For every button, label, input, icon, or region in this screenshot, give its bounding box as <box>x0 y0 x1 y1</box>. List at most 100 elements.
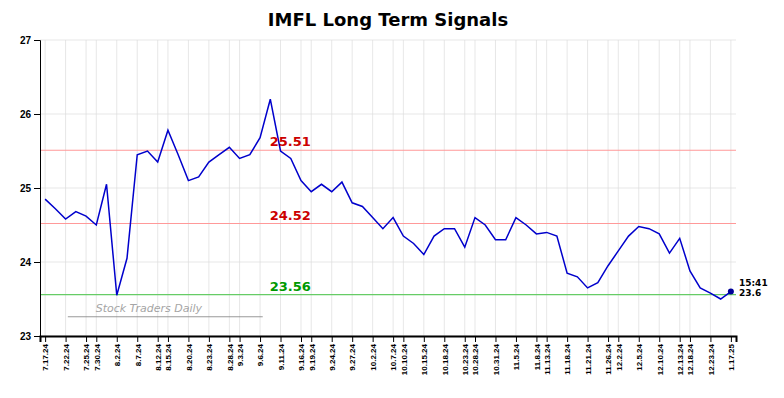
x-tick: 10.15.24 <box>420 336 429 375</box>
x-tick: 11.13.24 <box>543 336 552 375</box>
x-tick: 10.10.24 <box>400 336 409 375</box>
x-tick-label: 10.31.24 <box>492 343 501 375</box>
y-tick: 25 <box>20 183 40 194</box>
x-tick: 9.19.24 <box>308 336 317 371</box>
x-tick-label: 1.17.25 <box>727 343 736 370</box>
x-tick-mark <box>588 336 589 342</box>
x-tick-label: 11.18.24 <box>563 343 572 374</box>
x-tick: 8.2.24 <box>113 336 122 366</box>
x-tick-mark <box>567 336 568 342</box>
x-tick: 8.20.24 <box>185 336 194 371</box>
x-tick: 11.21.24 <box>584 336 593 375</box>
x-tick-mark <box>639 336 640 342</box>
y-tick-mark <box>34 336 40 337</box>
x-tick-label: 12.13.24 <box>676 343 685 375</box>
plot: 7.17.247.22.247.25.247.30.248.2.248.7.24… <box>20 35 768 375</box>
x-tick-mark <box>45 336 46 342</box>
x-tick: 1.17.25 <box>727 336 736 371</box>
x-tick: 7.30.24 <box>93 336 102 371</box>
x-grid-line <box>444 40 445 336</box>
x-tick-label: 9.11.24 <box>277 343 286 370</box>
x-grid-line <box>710 40 711 336</box>
x-tick-label: 8.20.24 <box>185 343 194 370</box>
x-tick-mark <box>260 336 261 342</box>
x-tick-label: 9.16.24 <box>297 343 306 370</box>
x-grid-line <box>567 40 568 336</box>
x-grid-line <box>515 40 516 336</box>
x-tick: 12.13.24 <box>676 336 685 375</box>
x-tick: 12.5.24 <box>635 336 644 371</box>
y-tick: 23 <box>20 331 40 342</box>
x-tick-label: 9.3.24 <box>236 343 245 366</box>
price-line <box>45 99 731 299</box>
x-grid-line <box>86 40 87 336</box>
x-tick: 7.22.24 <box>62 336 71 371</box>
x-axis-line <box>41 337 737 343</box>
x-tick-label: 7.17.24 <box>41 343 50 370</box>
x-grid-line <box>188 40 189 336</box>
x-tick: 10.23.24 <box>461 336 470 375</box>
y-tick-label: 26 <box>20 109 32 120</box>
x-tick: 11.8.24 <box>533 336 542 370</box>
x-tick: 10.31.24 <box>492 336 501 375</box>
x-tick-mark <box>618 336 619 342</box>
x-tick: 12.18.24 <box>686 336 695 375</box>
x-tick-mark <box>495 336 496 342</box>
x-tick-mark <box>209 336 210 342</box>
x-grid-line <box>352 40 353 336</box>
x-tick: 8.7.24 <box>134 336 143 366</box>
level-label: 25.51 <box>270 134 311 149</box>
x-tick-mark <box>86 336 87 342</box>
x-tick-mark <box>188 336 189 342</box>
x-grid-line <box>137 40 138 336</box>
x-grid-line <box>638 40 639 336</box>
x-grid-line <box>608 40 609 336</box>
x-grid-line <box>679 40 680 336</box>
level-line <box>40 150 736 151</box>
x-tick-label: 10.7.24 <box>389 343 398 370</box>
x-tick: 12.23.24 <box>707 336 716 375</box>
x-tick-label: 11.26.24 <box>604 343 613 374</box>
x-tick-label: 11.5.24 <box>512 343 521 370</box>
x-grid-line <box>495 40 496 336</box>
x-tick-label: 9.19.24 <box>308 343 317 370</box>
x-tick: 9.11.24 <box>277 336 286 370</box>
x-tick: 11.26.24 <box>604 336 613 375</box>
y-tick: 24 <box>20 257 40 268</box>
x-tick-mark <box>393 336 394 342</box>
x-grid-line <box>423 40 424 336</box>
x-tick: 9.6.24 <box>256 336 265 366</box>
chart: 7.17.247.22.247.25.247.30.248.2.248.7.24… <box>0 0 784 398</box>
x-tick-label: 7.22.24 <box>62 343 71 370</box>
x-grid-line <box>393 40 394 336</box>
x-tick-mark <box>117 336 118 342</box>
x-tick: 9.24.24 <box>328 336 337 371</box>
x-tick: 10.7.24 <box>389 336 398 371</box>
x-tick: 11.18.24 <box>563 336 572 375</box>
x-tick-mark <box>475 336 476 342</box>
x-tick-label: 8.7.24 <box>134 343 143 366</box>
x-tick-label: 12.2.24 <box>615 343 624 370</box>
x-grid-line <box>157 40 158 336</box>
x-tick-mark <box>465 336 466 342</box>
y-tick: 27 <box>20 35 40 46</box>
y-tick-label: 25 <box>20 183 32 194</box>
x-tick: 12.10.24 <box>656 336 665 375</box>
x-tick-label: 12.18.24 <box>686 343 695 375</box>
last-price-annotation: 15:4123.6 <box>739 278 768 298</box>
x-grid-line <box>229 40 230 336</box>
x-grid-line <box>618 40 619 336</box>
x-grid-line <box>65 40 66 336</box>
x-tick: 8.12.24 <box>154 336 163 371</box>
x-grid-line <box>260 40 261 336</box>
marks <box>40 99 736 299</box>
x-tick-label: 10.2.24 <box>369 343 378 370</box>
x-tick-mark <box>158 336 159 342</box>
x-tick-mark <box>690 336 691 342</box>
x-grid-line <box>311 40 312 336</box>
x-tick-mark <box>352 336 353 342</box>
x-tick: 7.17.24 <box>41 336 50 371</box>
x-tick-mark <box>659 336 660 342</box>
y-tick: 26 <box>20 109 40 120</box>
x-tick: 10.18.24 <box>441 336 450 375</box>
